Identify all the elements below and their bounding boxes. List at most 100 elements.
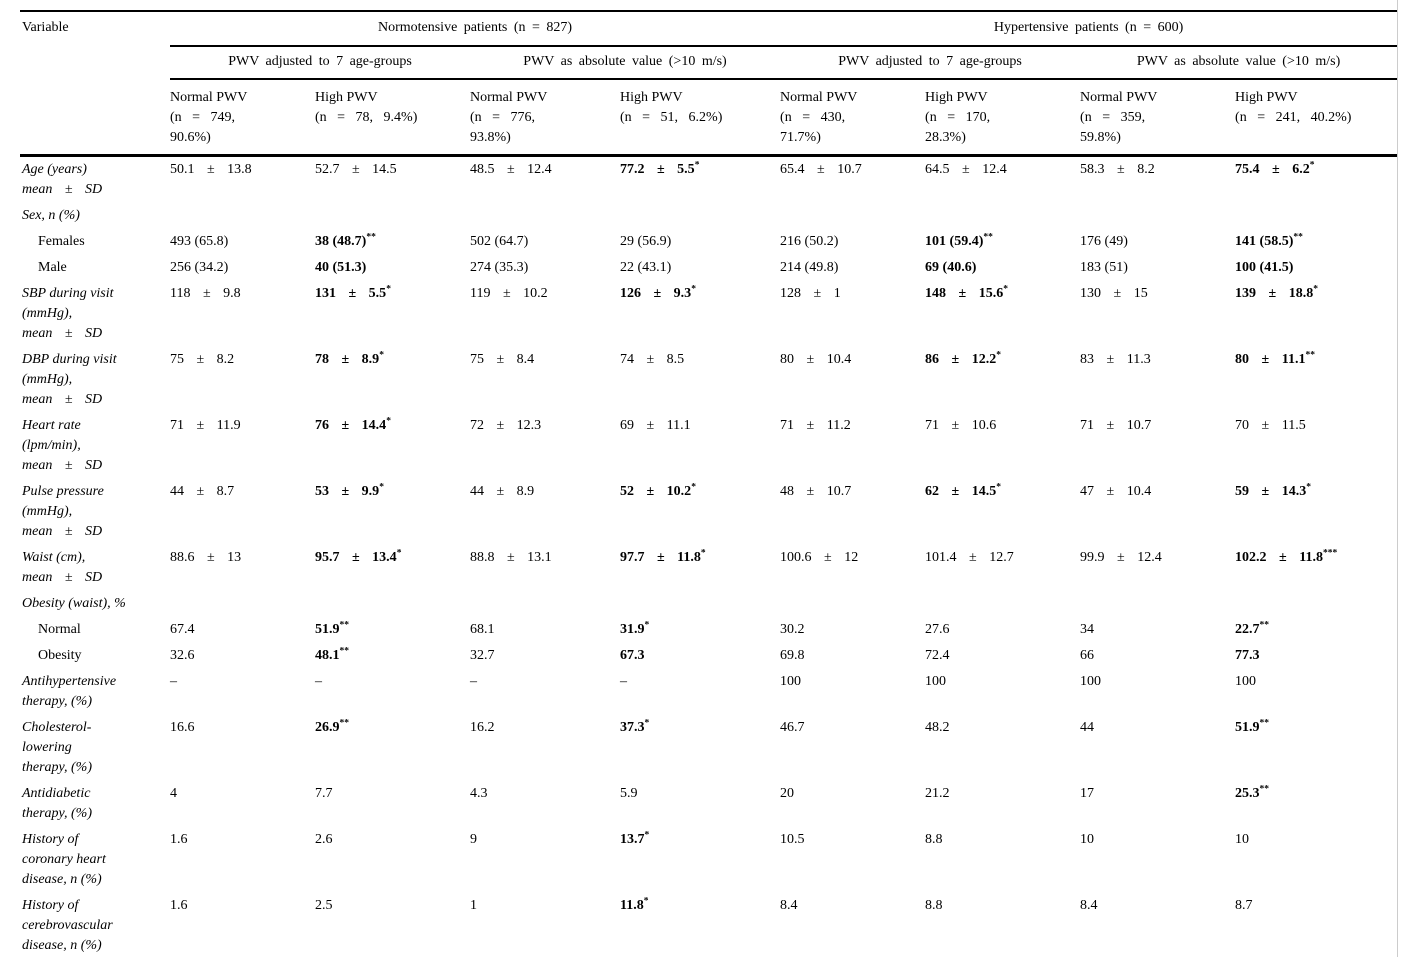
table-cell: 8.8 <box>925 898 943 913</box>
table-cell: 51.9** <box>315 620 349 637</box>
table-cell: 67.4 <box>170 622 195 637</box>
subgroup-header-adjusted-normo: PWV adjusted to 7 age-groups <box>170 46 470 80</box>
table-cell: 214 (49.8) <box>780 260 839 275</box>
column-header-1: Normal PWV (n = 749, 90.6%) <box>170 79 315 157</box>
group-header-row: Variable Normotensive patients (n = 827)… <box>20 11 1398 157</box>
row-label: Obesity (waist), % <box>22 596 126 611</box>
table-row: Normal 67.4 51.9** 68.1 31.9* 30.2 27.6 34 22.7*… <box>20 617 1397 643</box>
table-cell: 9 <box>470 832 477 847</box>
table-cell: 47 ± 10.4 <box>1080 484 1152 499</box>
table-cell: 69.8 <box>780 648 805 663</box>
row-label: Age (years) mean ± SD <box>22 162 103 197</box>
row-label: Normal <box>38 622 81 637</box>
table-cell <box>470 591 620 617</box>
table-row: History of cerebrovascular disease, n (%) 1… <box>20 893 1397 957</box>
table-cell: 118 ± 9.8 <box>170 286 241 301</box>
table-cell: – <box>170 674 177 689</box>
row-label: History of coronary heart disease, n (%) <box>22 832 106 887</box>
table-row: Obesity (waist), % <box>20 591 1397 617</box>
subgroup-header-row: PWV adjusted to 7 age-groups PWV as abso… <box>20 46 1398 80</box>
table-cell: 1.6 <box>170 898 188 913</box>
table-cell: 48.5 ± 12.4 <box>470 162 552 177</box>
table-cell: 128 ± 1 <box>780 286 841 301</box>
table-cell: 88.8 ± 13.1 <box>470 550 552 565</box>
subgroup-header-absolute-hyper: PWV as absolute value (>10 m/s) <box>1080 46 1398 80</box>
table-cell: 131 ± 5.5* <box>315 284 391 301</box>
table-cell: 68.1 <box>470 622 495 637</box>
table-cell: 75.4 ± 6.2* <box>1235 160 1315 177</box>
table-cell: 69 (40.6) <box>925 260 977 275</box>
row-label: SBP during visit (mmHg), mean ± SD <box>22 286 114 341</box>
table-cell <box>1080 203 1235 229</box>
baseline-characteristics-table: Variable Normotensive patients (n = 827)… <box>20 10 1398 957</box>
table-row: SBP during visit (mmHg), mean ± SD 118 ± 9.… <box>20 281 1397 347</box>
column-header-row: Normal PWV (n = 749, 90.6%) High PWV (n = 7… <box>20 79 1398 157</box>
row-label: History of cerebrovascular disease, n (%) <box>22 898 113 953</box>
group-header-hypertensive: Hypertensive patients (n = 600) <box>780 11 1398 47</box>
table-cell: 80 ± 11.1** <box>1235 350 1315 367</box>
table-cell: 16.6 <box>170 720 195 735</box>
row-label: Antihypertensive therapy, (%) <box>22 674 117 709</box>
table-cell: 34 <box>1080 622 1095 637</box>
table-cell <box>1080 591 1235 617</box>
column-header-2: High PWV (n = 78, 9.4%) <box>315 79 470 157</box>
column-header-8: High PWV (n = 241, 40.2%) <box>1235 79 1398 157</box>
table-cell: 183 (51) <box>1080 260 1128 275</box>
column-header-4: High PWV (n = 51, 6.2%) <box>620 79 781 157</box>
table-cell: 8.4 <box>1080 898 1098 913</box>
table-cell: 38 (48.7)** <box>315 232 376 249</box>
row-label: Male <box>38 260 67 275</box>
table-cell: 493 (65.8) <box>170 234 229 249</box>
column-header-6: High PWV (n = 170, 28.3%) <box>925 79 1081 157</box>
table-cell: 26.9** <box>315 718 349 735</box>
table-cell: 4.3 <box>470 786 488 801</box>
table-row: Sex, n (%) <box>20 203 1397 229</box>
table-cell: 139 ± 18.8* <box>1235 284 1318 301</box>
table-cell: 71 ± 11.9 <box>170 418 241 433</box>
table-cell: 101.4 ± 12.7 <box>925 550 1014 565</box>
table-cell: 44 <box>1080 720 1095 735</box>
table-cell: 59 ± 14.3* <box>1235 482 1311 499</box>
table-cell <box>620 203 780 229</box>
table-cell: 8.4 <box>780 898 798 913</box>
table-cell: 97.7 ± 11.8* <box>620 548 706 565</box>
row-label: Heart rate (lpm/min), mean ± SD <box>22 418 103 473</box>
table-cell: 64.5 ± 12.4 <box>925 162 1007 177</box>
table-cell: 48.1** <box>315 646 349 663</box>
table-cell: 72.4 <box>925 648 950 663</box>
table-cell: 29 (56.9) <box>620 234 672 249</box>
table-cell: 101 (59.4)** <box>925 232 993 249</box>
table-row: Pulse pressure (mmHg), mean ± SD 44 ± 8.7 53… <box>20 479 1397 545</box>
table-cell: 10 <box>1235 832 1250 847</box>
table-cell: 52.7 ± 14.5 <box>315 162 397 177</box>
table-cell: 21.2 <box>925 786 950 801</box>
table-cell: 22 (43.1) <box>620 260 672 275</box>
table-cell: 75 ± 8.4 <box>470 352 535 367</box>
table-row: History of coronary heart disease, n (%) 1.… <box>20 827 1397 893</box>
table-cell: 72 ± 12.3 <box>470 418 542 433</box>
column-header-5: Normal PWV (n = 430, 71.7%) <box>780 79 926 157</box>
table-right-edge-line <box>1397 0 1398 957</box>
table-cell: 126 ± 9.3* <box>620 284 696 301</box>
table-cell: 71 ± 10.6 <box>925 418 997 433</box>
table-row: Antidiabetic therapy, (%) 4 7.7 4.3 5.9 20 21.2… <box>20 781 1397 827</box>
table-row: Waist (cm), mean ± SD 88.6 ± 13 95.7 ± 13.4… <box>20 545 1397 591</box>
table-cell: 74 ± 8.5 <box>620 352 685 367</box>
table-cell: 2.5 <box>315 898 333 913</box>
table-cell: 32.7 <box>470 648 495 663</box>
table-cell: 66 <box>1080 648 1095 663</box>
table-row: Females 493 (65.8) 38 (48.7)** 502 (64.7) 29… <box>20 229 1397 255</box>
table-cell: 37.3* <box>620 718 650 735</box>
table-cell: 88.6 ± 13 <box>170 550 242 565</box>
table-cell: 78 ± 8.9* <box>315 350 384 367</box>
table-cell: 8.7 <box>1235 898 1253 913</box>
table-cell: 71 ± 10.7 <box>1080 418 1152 433</box>
table-cell: 77.3 <box>1235 648 1260 663</box>
table-cell: 216 (50.2) <box>780 234 839 249</box>
table-cell: 44 ± 8.9 <box>470 484 535 499</box>
table-cell: 22.7** <box>1235 620 1270 637</box>
table-cell <box>170 591 315 617</box>
table-cell: 30.2 <box>780 622 805 637</box>
table-cell: 69 ± 11.1 <box>620 418 691 433</box>
table-cell: 119 ± 10.2 <box>470 286 548 301</box>
